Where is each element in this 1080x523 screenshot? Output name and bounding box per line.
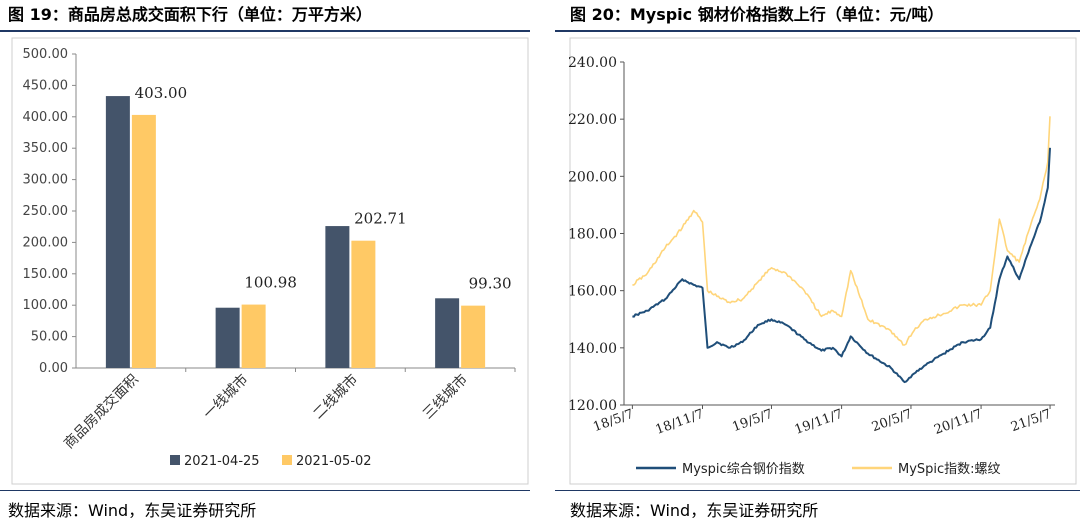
left-title-rule bbox=[0, 30, 530, 32]
bar-category-label: 商品房成交面积 bbox=[60, 371, 141, 452]
bar-legend-label: 2021-05-02 bbox=[296, 454, 372, 469]
line-y-tick-label: 180.00 bbox=[568, 227, 617, 243]
line-y-tick-label: 140.00 bbox=[568, 341, 617, 357]
bar-data-label: 100.98 bbox=[244, 274, 297, 292]
bar-y-tick-label: 0.00 bbox=[39, 361, 68, 376]
bar-data-label: 403.00 bbox=[135, 84, 188, 102]
bar-y-tick-label: 400.00 bbox=[23, 110, 69, 125]
line-series-rebar bbox=[632, 116, 1051, 346]
bar-series1 bbox=[215, 307, 240, 368]
bar-series1 bbox=[105, 96, 130, 369]
left-source-text: 数据来源：Wind，东吴证券研究所 bbox=[8, 501, 257, 520]
bar-y-tick-label: 250.00 bbox=[23, 204, 69, 219]
line-y-tick-label: 160.00 bbox=[568, 284, 617, 300]
bar-y-tick-label: 50.00 bbox=[31, 330, 68, 345]
bar-y-tick-label: 150.00 bbox=[23, 267, 69, 282]
bar-category-label: 一线城市 bbox=[200, 371, 252, 423]
bar-y-tick-label: 200.00 bbox=[23, 235, 69, 250]
line-chart-frame bbox=[569, 37, 1077, 485]
bar-data-label: 202.71 bbox=[354, 210, 407, 228]
bar-y-tick-label: 450.00 bbox=[23, 78, 69, 93]
line-y-tick-label: 200.00 bbox=[568, 169, 617, 185]
left-source-rule bbox=[0, 490, 530, 491]
bar-category-label: 二线城市 bbox=[310, 371, 362, 423]
line-y-tick-label: 240.00 bbox=[568, 55, 617, 71]
right-panel-title: 图 20：Myspic 钢材价格指数上行（单位：元/吨） bbox=[570, 5, 944, 24]
line-y-tick-label: 220.00 bbox=[568, 112, 617, 128]
line-x-tick-label: 19/11/7 bbox=[793, 407, 845, 438]
line-legend-label: MySpic指数:螺纹 bbox=[898, 462, 1001, 477]
bar-series2 bbox=[241, 304, 266, 368]
bar-y-tick-label: 350.00 bbox=[23, 141, 69, 156]
bar-legend-swatch bbox=[170, 455, 180, 465]
bar-series1 bbox=[325, 226, 350, 368]
line-x-tick-label: 20/5/7 bbox=[870, 407, 914, 435]
bar-legend-swatch bbox=[282, 455, 292, 465]
right-title-rule bbox=[555, 30, 1080, 32]
bar-series1 bbox=[435, 298, 460, 368]
line-legend-label: Myspic综合钢价指数 bbox=[682, 462, 805, 477]
bar-category-label: 三线城市 bbox=[419, 371, 471, 423]
right-source-rule bbox=[555, 490, 1080, 491]
bar-y-tick-label: 100.00 bbox=[23, 298, 69, 313]
line-x-tick-label: 19/5/7 bbox=[730, 407, 774, 435]
bar-series2 bbox=[131, 114, 156, 368]
line-x-tick-label: 20/11/7 bbox=[932, 407, 984, 438]
bar-data-label: 99.30 bbox=[469, 275, 512, 293]
left-panel-title: 图 19：商品房总成交面积下行（单位：万平方米） bbox=[8, 5, 372, 24]
right-source-text: 数据来源：Wind，东吴证券研究所 bbox=[570, 501, 819, 520]
bar-series2 bbox=[351, 240, 376, 368]
bar-legend-label: 2021-04-25 bbox=[184, 454, 260, 469]
line-series-composite bbox=[632, 147, 1051, 384]
line-x-tick-label: 18/11/7 bbox=[654, 407, 706, 438]
bar-y-tick-label: 300.00 bbox=[23, 173, 69, 188]
bar-chart-frame bbox=[11, 37, 529, 485]
bar-y-tick-label: 500.00 bbox=[23, 47, 69, 62]
line-y-tick-label: 120.00 bbox=[568, 398, 617, 414]
bar-series2 bbox=[461, 305, 486, 368]
line-x-tick-label: 21/5/7 bbox=[1009, 407, 1053, 435]
